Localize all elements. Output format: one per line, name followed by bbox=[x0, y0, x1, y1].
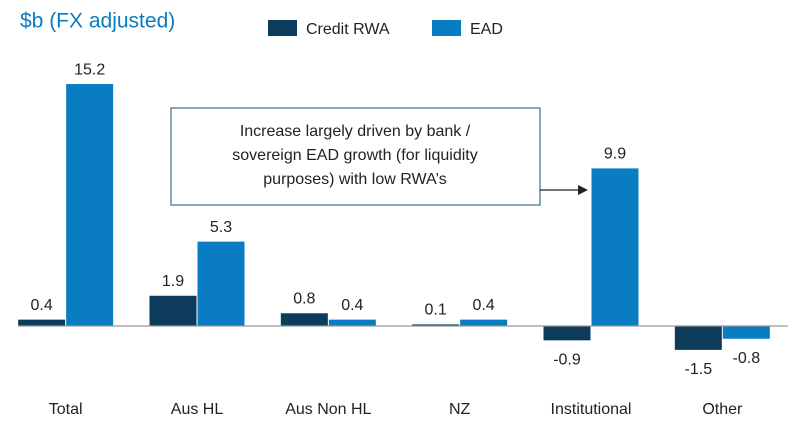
value-label: -1.5 bbox=[685, 361, 713, 378]
bar bbox=[722, 326, 770, 339]
annotation-box bbox=[170, 107, 541, 206]
x-tick-label: Aus Non HL bbox=[285, 401, 371, 418]
annotation-text: sovereign EAD growth (for liquidity bbox=[232, 147, 477, 164]
legend-swatch bbox=[432, 20, 461, 36]
value-label: 1.9 bbox=[162, 273, 184, 290]
x-tick-label: NZ bbox=[449, 401, 471, 418]
value-label: 15.2 bbox=[74, 61, 105, 78]
value-label: 0.4 bbox=[341, 297, 363, 314]
legend-label: EAD bbox=[470, 21, 503, 38]
bar bbox=[591, 168, 639, 327]
bar bbox=[66, 84, 114, 327]
bar bbox=[197, 241, 245, 327]
bar bbox=[280, 313, 328, 327]
value-label: 0.1 bbox=[425, 302, 447, 319]
value-label: 0.4 bbox=[473, 297, 495, 314]
value-label: -0.8 bbox=[733, 350, 761, 367]
bar bbox=[328, 319, 376, 327]
x-tick-label: Other bbox=[702, 401, 743, 418]
value-label: 0.8 bbox=[293, 290, 315, 307]
bar bbox=[412, 324, 460, 327]
bar bbox=[543, 326, 591, 341]
annotation-arrow-head bbox=[578, 185, 588, 195]
bar bbox=[460, 319, 508, 327]
x-tick-label: Institutional bbox=[551, 401, 632, 418]
legend-swatch bbox=[268, 20, 297, 36]
bar bbox=[674, 326, 722, 350]
value-label: 5.3 bbox=[210, 219, 232, 236]
bar bbox=[149, 295, 197, 327]
x-tick-label: Aus HL bbox=[171, 401, 224, 418]
value-label: 9.9 bbox=[604, 146, 626, 163]
chart-title: $b (FX adjusted) bbox=[20, 10, 175, 33]
annotation-text: purposes) with low RWA’s bbox=[263, 171, 446, 188]
annotation-text: Increase largely driven by bank / bbox=[240, 123, 471, 140]
bar bbox=[18, 319, 66, 327]
value-label: -0.9 bbox=[553, 352, 581, 369]
legend-label: Credit RWA bbox=[306, 21, 390, 38]
x-tick-label: Total bbox=[49, 401, 83, 418]
value-label: 0.4 bbox=[31, 297, 53, 314]
